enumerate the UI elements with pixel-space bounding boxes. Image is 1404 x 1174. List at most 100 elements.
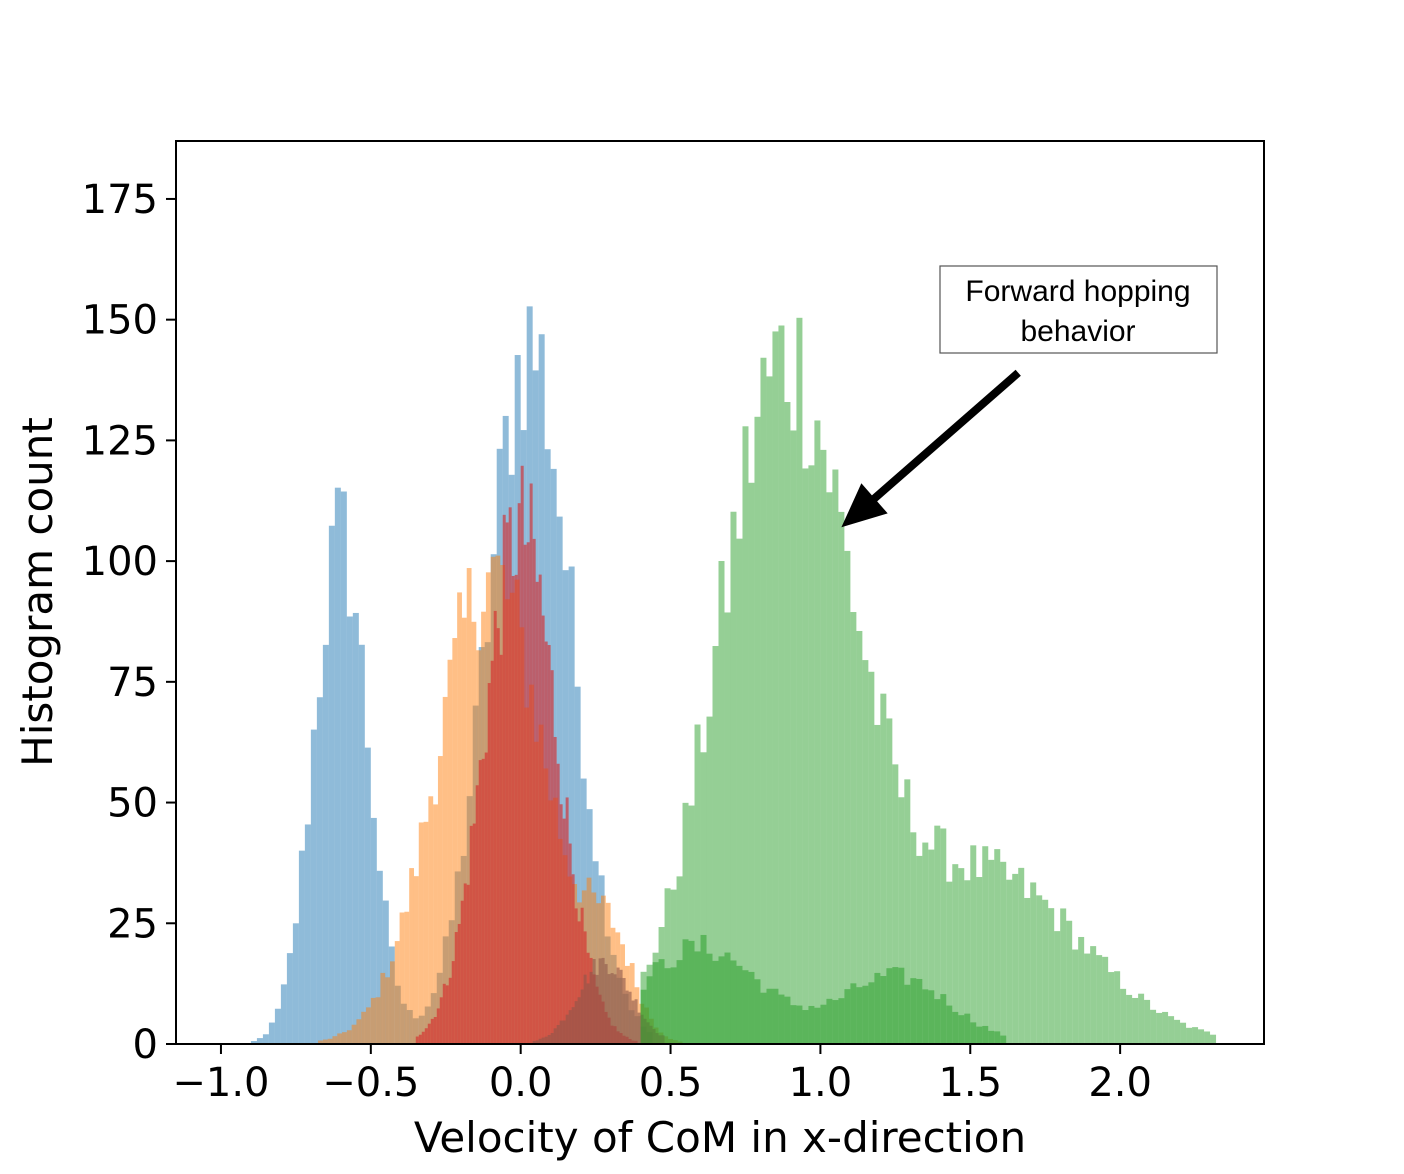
histogram-bar (1156, 1012, 1163, 1044)
histogram-bar (274, 1008, 281, 1044)
histogram-bar (640, 989, 647, 1044)
histogram-bar (463, 883, 467, 1044)
histogram-bar (1162, 1011, 1169, 1044)
histogram-bar (742, 970, 749, 1044)
histogram-bar (535, 581, 539, 1044)
histogram-bar (529, 483, 533, 1045)
histogram-bar (427, 1023, 431, 1044)
histogram-bar (346, 616, 353, 1044)
histogram-bar (1114, 971, 1121, 1044)
histogram-bar (637, 1012, 641, 1044)
histogram-bar (616, 967, 620, 1044)
histogram-bar (337, 1033, 343, 1044)
histogram-bar (376, 870, 383, 1044)
histogram-bar (601, 957, 605, 1044)
annotation-line-1: Forward hopping (965, 275, 1190, 308)
histogram-bar (706, 716, 713, 1044)
histogram-bar (535, 1040, 539, 1044)
histogram-bar (838, 998, 845, 1044)
histogram-bar (688, 805, 695, 1044)
histogram-bar (1138, 993, 1145, 1044)
histogram-bar (423, 821, 429, 1044)
histogram-bar (415, 1036, 419, 1044)
histogram-bar (356, 1019, 362, 1044)
histogram-bar (550, 670, 554, 1044)
histogram-bar (982, 846, 989, 1044)
histogram-bar (268, 1022, 275, 1044)
histogram-bar (484, 752, 488, 1044)
histogram-bar (718, 561, 725, 1044)
histogram-bar (322, 1039, 328, 1044)
histogram-bar (256, 1038, 263, 1044)
histogram-bar (1060, 908, 1067, 1044)
histogram-bar (469, 825, 473, 1044)
y-tick-label: 25 (107, 901, 158, 947)
histogram-bar (1144, 999, 1151, 1044)
histogram-bar (1000, 861, 1007, 1044)
histogram-bar (1042, 899, 1049, 1044)
histogram-bar (382, 900, 389, 1044)
histogram-bar (505, 522, 509, 1044)
histogram-bar (1174, 1019, 1181, 1044)
histogram-bar (460, 900, 464, 1044)
histogram-bar (541, 1037, 545, 1044)
histogram-bar (724, 612, 731, 1044)
histogram-bar (370, 997, 376, 1044)
histogram-bar (433, 804, 438, 1044)
histogram-bar (976, 1026, 983, 1044)
histogram-bar (994, 1031, 1001, 1044)
histogram-bar (850, 612, 857, 1044)
histogram-bar (358, 644, 365, 1044)
histogram-bar (832, 469, 839, 1044)
x-tick-label: 0.5 (639, 1060, 703, 1106)
histogram-bar (1030, 882, 1037, 1044)
histogram-bar (352, 612, 359, 1044)
histogram-bar (442, 983, 446, 1044)
y-tick-label: 150 (82, 298, 158, 344)
histogram-bar (952, 1011, 959, 1044)
histogram-bar (730, 511, 737, 1044)
histogram-bar (892, 967, 899, 1044)
histogram-bar (613, 974, 617, 1044)
histogram-bar (934, 825, 941, 1044)
histogram-bar (361, 1011, 367, 1044)
histogram-bar (327, 1038, 333, 1044)
histogram-bar (514, 574, 518, 1044)
histogram-bar (994, 849, 1001, 1044)
histogram-bar (1072, 949, 1079, 1044)
histogram-bar (760, 992, 767, 1044)
histogram-bar (910, 832, 917, 1044)
histogram-bar (784, 402, 791, 1044)
histogram-bar (934, 999, 941, 1044)
histogram-bar (452, 638, 458, 1044)
histogram-bar (475, 785, 479, 1044)
histogram-bar (730, 960, 737, 1044)
histogram-bar (862, 660, 869, 1044)
histogram-bar (574, 908, 578, 1044)
histogram-bar (316, 697, 323, 1044)
histogram-bar (628, 991, 632, 1044)
histogram-bar (1102, 956, 1109, 1044)
histogram-bar (607, 974, 611, 1044)
histogram-bar (718, 956, 725, 1044)
histogram-bar (580, 907, 584, 1044)
histogram-bar (592, 959, 596, 1044)
histogram-bar (351, 1024, 357, 1044)
y-tick-label: 175 (82, 177, 158, 223)
histogram-bar (886, 718, 893, 1044)
annotation-box (939, 265, 1218, 354)
histogram-bar (982, 1025, 989, 1044)
y-tick-label: 100 (82, 539, 158, 585)
histogram-bar (652, 962, 659, 1044)
histogram-bar (1006, 879, 1013, 1044)
histogram-bar (880, 976, 887, 1044)
histogram-bar (430, 1018, 434, 1044)
histogram-bar (250, 1041, 257, 1044)
histogram-bar (1192, 1027, 1199, 1044)
histogram-bar (796, 1005, 803, 1044)
histogram-bar (1090, 946, 1097, 1044)
histogram-bar (970, 1022, 977, 1044)
histogram-bar (844, 989, 851, 1044)
histogram-bar (550, 1033, 554, 1044)
